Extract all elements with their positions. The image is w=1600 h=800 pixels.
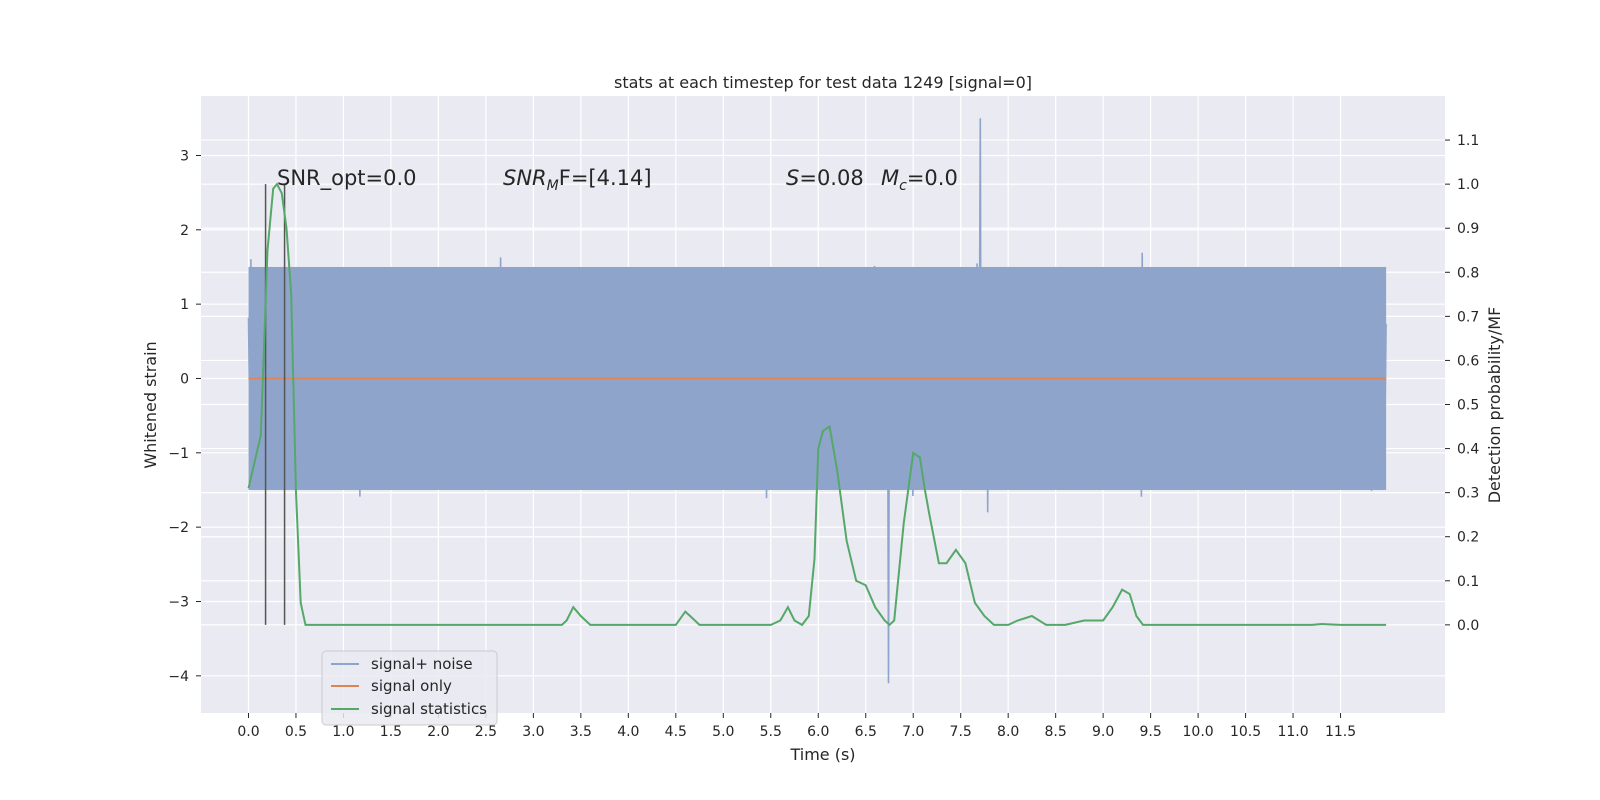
x-tick-label: 7.5 — [950, 724, 972, 740]
x-tick-label: 10.0 — [1183, 724, 1214, 740]
right-tick-label: 0.4 — [1457, 442, 1479, 458]
x-tick-label: 8.0 — [997, 724, 1019, 740]
signal-statistics-series — [247, 182, 1387, 627]
y-tick-label: 3 — [180, 148, 189, 164]
y-tick-label: −1 — [168, 446, 189, 462]
legend-label-signal-only: signal only — [371, 677, 452, 695]
y-axis-ticks: 3 2 1 0 −1 −2 −3 −4 — [168, 148, 201, 685]
x-tick-label: 8.5 — [1045, 724, 1067, 740]
annotation-snr-opt: SNR_opt=0.0 — [277, 166, 417, 191]
x-tick-label: 3.5 — [570, 724, 592, 740]
right-tick-label: 0.5 — [1457, 398, 1479, 414]
legend-label-signal-noise: signal+ noise — [371, 655, 473, 673]
noise-trace — [247, 118, 1387, 684]
right-tick-label: 0.6 — [1457, 353, 1479, 369]
x-tick-label: 6.0 — [807, 724, 829, 740]
right-tick-label: 0.9 — [1457, 221, 1479, 237]
right-tick-label: 0.7 — [1457, 309, 1479, 325]
x-tick-label: 2.0 — [427, 724, 449, 740]
right-tick-label: 0.0 — [1457, 618, 1479, 634]
x-tick-label: 9.0 — [1092, 724, 1114, 740]
x-tick-label: 6.5 — [855, 724, 877, 740]
x-tick-label: 5.0 — [712, 724, 734, 740]
x-tick-label: 1.0 — [332, 724, 354, 740]
right-tick-label: 1.1 — [1457, 133, 1479, 149]
x-tick-label: 9.5 — [1139, 724, 1161, 740]
y-tick-label: −3 — [168, 594, 189, 610]
x-tick-label: 0.5 — [285, 724, 307, 740]
right-tick-label: 0.1 — [1457, 574, 1479, 590]
x-tick-label: 11.5 — [1325, 724, 1356, 740]
y-tick-label: −2 — [168, 520, 189, 536]
marker-lines — [264, 184, 286, 625]
right-tick-label: 0.8 — [1457, 265, 1479, 281]
y-axis-label: Whitened strain — [141, 341, 160, 468]
right-axis-ticks: 1.1 1.0 0.9 0.8 0.7 0.6 0.5 0.4 0.3 0.2 0.1 0.0 — [1445, 133, 1479, 634]
legend-label-signal-statistics: signal statistics — [371, 700, 487, 718]
y-tick-label: 0 — [180, 371, 189, 387]
x-tick-label: 0.0 — [237, 724, 259, 740]
x-tick-label: 10.5 — [1230, 724, 1261, 740]
annotation-mc: Mc=0.0 — [881, 166, 958, 194]
right-tick-label: 1.0 — [1457, 177, 1479, 193]
x-tick-label: 4.5 — [665, 724, 687, 740]
x-tick-label: 7.0 — [902, 724, 924, 740]
x-axis-label: Time (s) — [789, 745, 855, 764]
legend: signal+ noise signal only signal statist… — [321, 650, 498, 726]
annotation-s: S=0.08 — [786, 166, 864, 190]
x-tick-label: 11.0 — [1277, 724, 1308, 740]
x-tick-label: 5.5 — [760, 724, 782, 740]
right-axis-label: Detection probability/MF — [1485, 307, 1504, 504]
y-tick-label: 1 — [180, 297, 189, 313]
signal-statistics-line — [247, 182, 1387, 627]
annotation-snr-mf: SNRMF=[4.14] — [503, 166, 652, 194]
x-tick-label: 3.0 — [522, 724, 544, 740]
right-tick-label: 0.3 — [1457, 486, 1479, 502]
right-tick-label: 0.2 — [1457, 530, 1479, 546]
y-tick-label: −4 — [168, 669, 189, 685]
chart-title: stats at each timestep for test data 124… — [614, 73, 1032, 92]
x-axis-ticks: 0.0 0.5 1.0 1.5 2.0 2.5 3.0 3.5 4.0 4.5 5.0 5.5 6.0 6… — [237, 713, 1356, 740]
y-tick-label: 2 — [180, 223, 189, 239]
x-tick-label: 1.5 — [380, 724, 402, 740]
x-tick-label: 4.0 — [617, 724, 639, 740]
legend-box — [321, 650, 498, 726]
x-tick-label: 2.5 — [475, 724, 497, 740]
